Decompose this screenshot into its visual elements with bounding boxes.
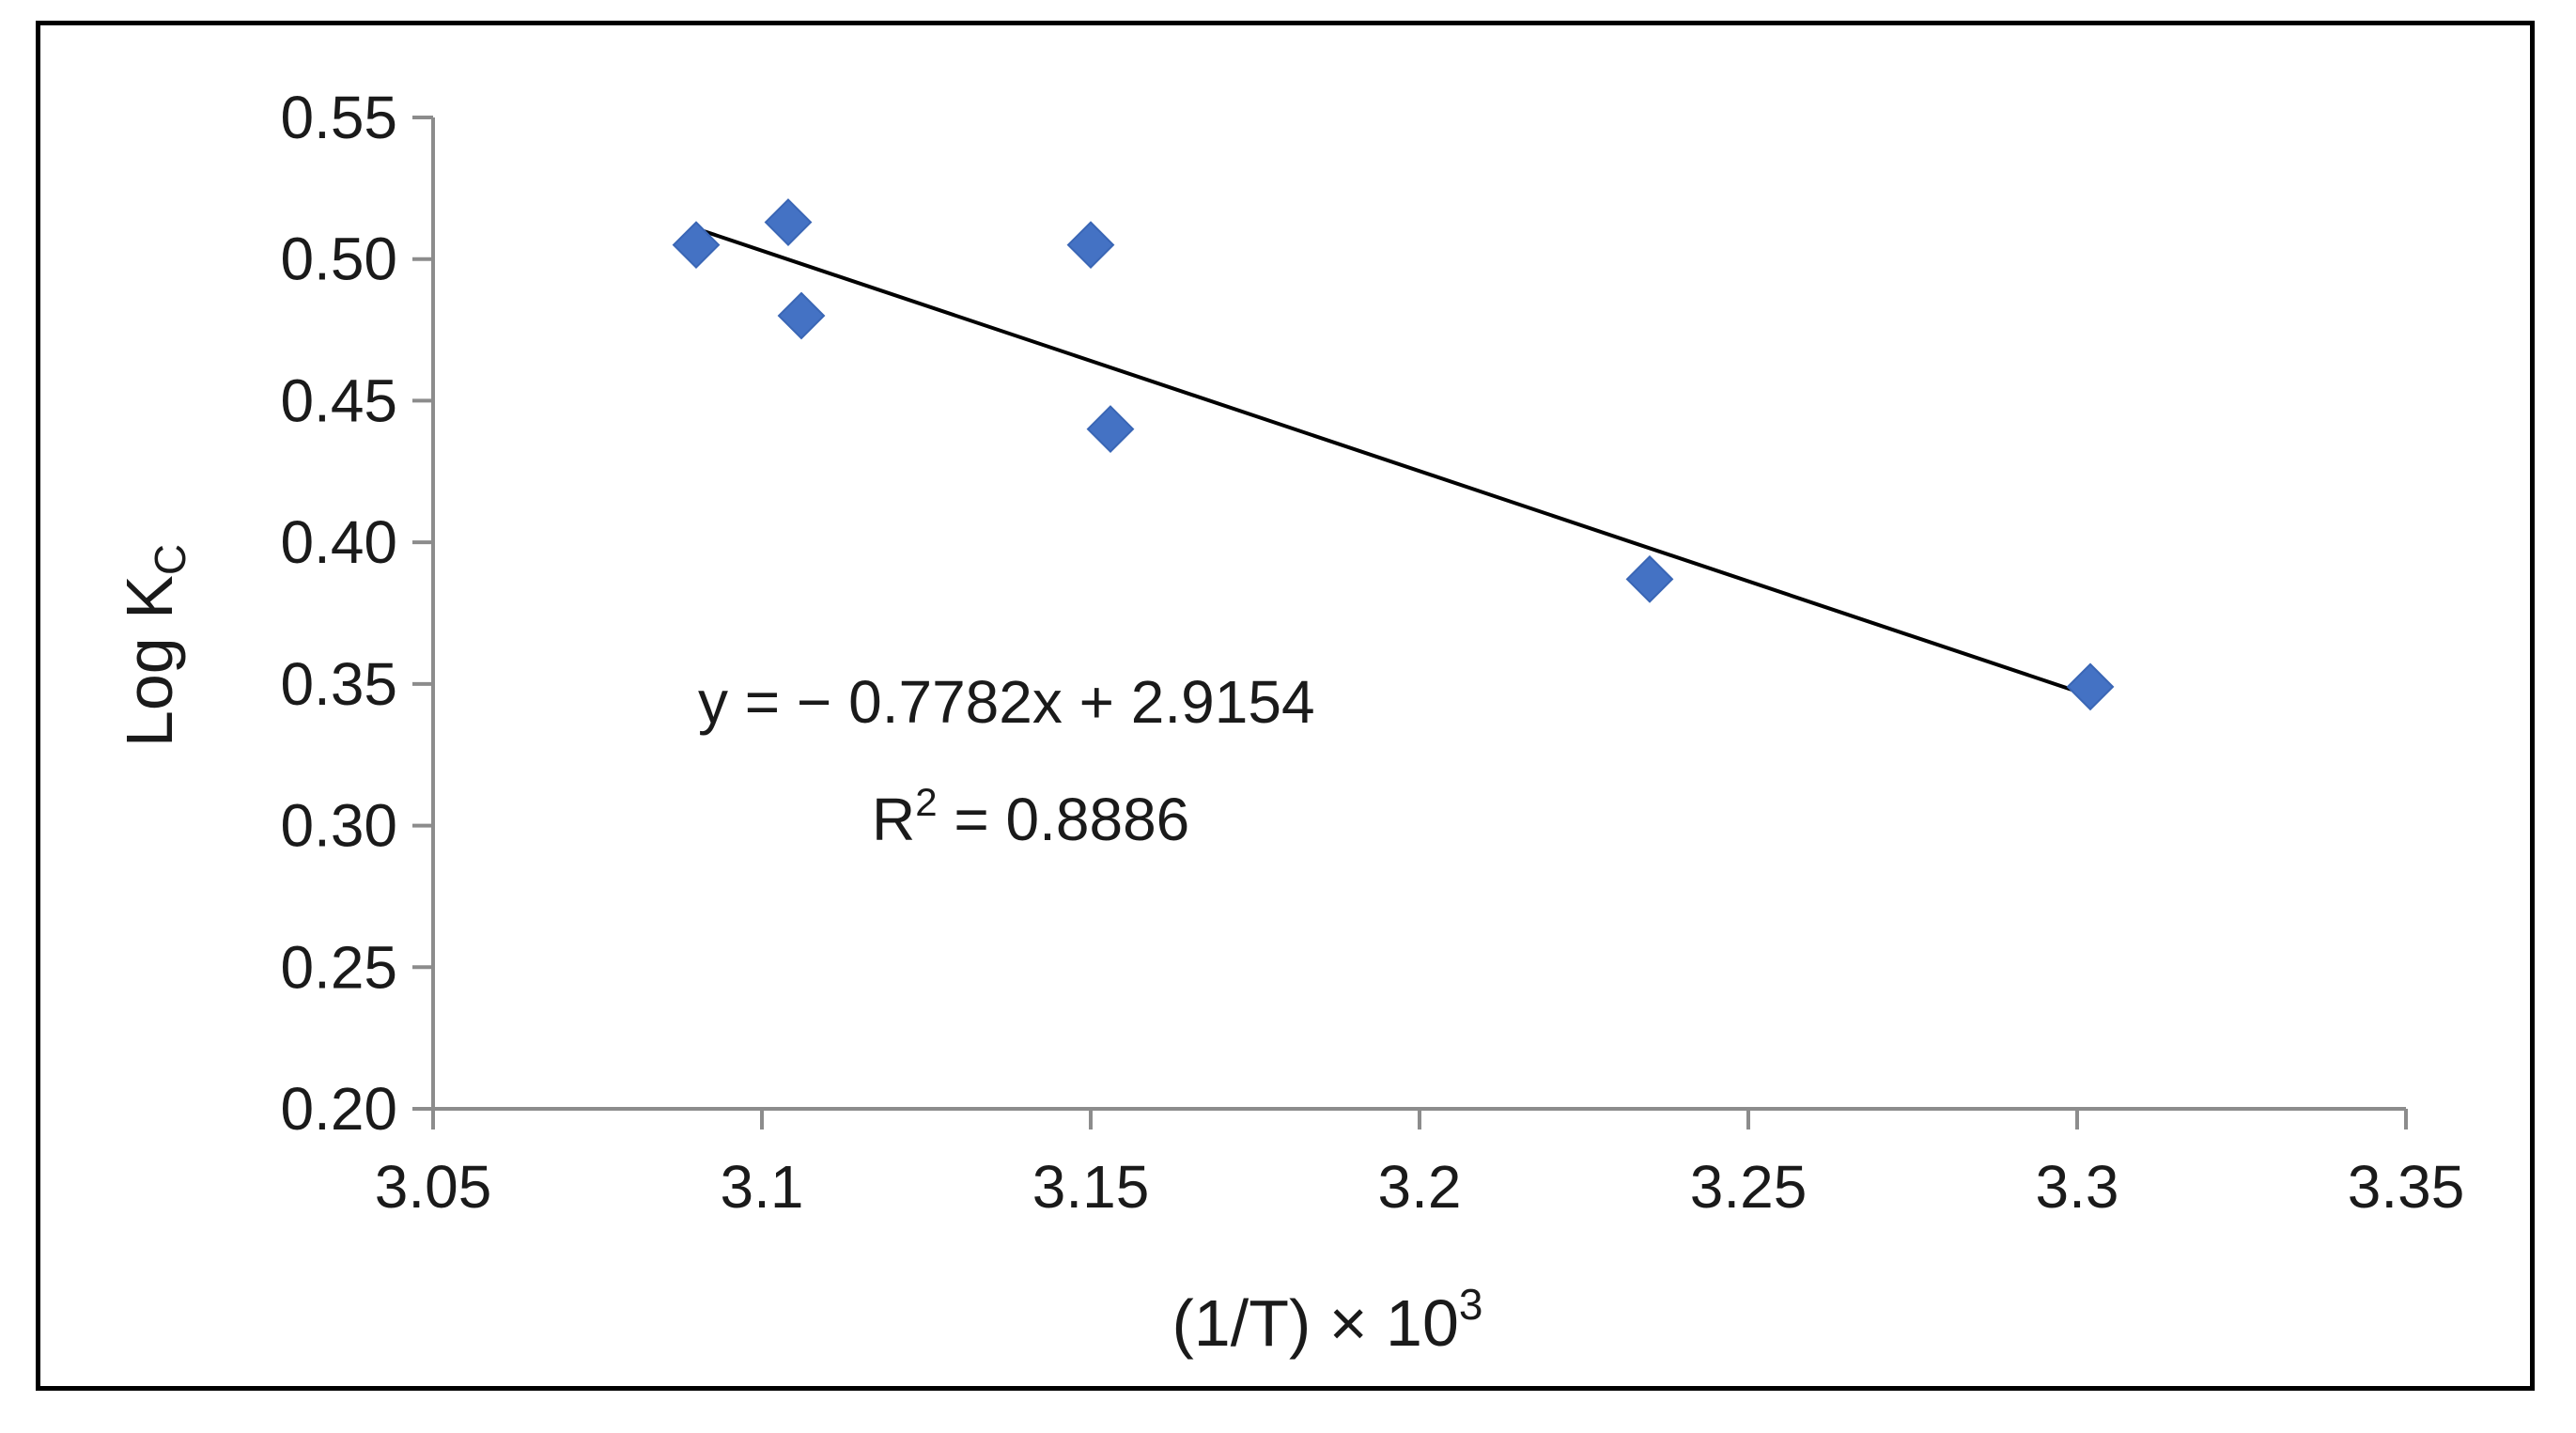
- y-tick-label: 0.25: [280, 933, 397, 1001]
- y-tick-label: 0.55: [280, 84, 397, 151]
- x-axis-title-main: (1/T) × 10: [1172, 1286, 1459, 1360]
- axes: [412, 116, 2408, 1129]
- trendline-equation: y = − 0.7782x + 2.9154: [698, 668, 1315, 736]
- data-point: [764, 198, 813, 246]
- y-tick-label: 0.30: [280, 792, 397, 860]
- y-axis-title-main: Log K: [113, 575, 186, 747]
- x-axis-title: (1/T) × 103: [1172, 1280, 1483, 1360]
- tick-labels: 0.20 0.25 0.30 0.35 0.40 0.45 0.50 0.55 3.05 3.1 3…: [280, 84, 2464, 1221]
- y-tick-label: 0.20: [280, 1075, 397, 1143]
- data-point: [777, 291, 826, 340]
- data-point: [672, 221, 721, 270]
- y-axis-title-subscript: C: [146, 544, 194, 575]
- data-points: [672, 198, 2115, 711]
- y-tick-label: 0.35: [280, 650, 397, 718]
- data-point: [1625, 554, 1674, 603]
- r-squared-symbol: R: [872, 786, 915, 853]
- x-tick-label: 3.2: [1378, 1153, 1462, 1221]
- x-tick-label: 3.35: [2348, 1153, 2465, 1221]
- data-point: [2066, 662, 2115, 711]
- trendline: [695, 226, 2091, 698]
- trendline-group: [695, 226, 2091, 698]
- x-tick-label: 3.25: [1690, 1153, 1808, 1221]
- x-tick-label: 3.05: [375, 1153, 492, 1221]
- x-tick-label: 3.3: [2036, 1153, 2119, 1221]
- scatter-plot: 0.20 0.25 0.30 0.35 0.40 0.45 0.50 0.55 3.05 3.1 3…: [113, 84, 2464, 1360]
- data-point: [1066, 221, 1115, 270]
- x-axis-title-superscript: 3: [1459, 1280, 1483, 1329]
- data-point: [1086, 405, 1135, 453]
- y-tick-label: 0.40: [280, 508, 397, 576]
- y-tick-label: 0.50: [280, 226, 397, 293]
- chart-frame: 0.20 0.25 0.30 0.35 0.40 0.45 0.50 0.55 3.05 3.1 3…: [36, 21, 2535, 1391]
- r-squared-label: R2 = 0.8886: [872, 780, 1189, 853]
- r-squared-value: = 0.8886: [938, 786, 1190, 853]
- y-tick-label: 0.45: [280, 366, 397, 434]
- y-axis-title: Log KC: [113, 544, 194, 747]
- r-squared-superscript: 2: [915, 780, 937, 824]
- x-tick-label: 3.15: [1032, 1153, 1150, 1221]
- x-tick-label: 3.1: [721, 1153, 804, 1221]
